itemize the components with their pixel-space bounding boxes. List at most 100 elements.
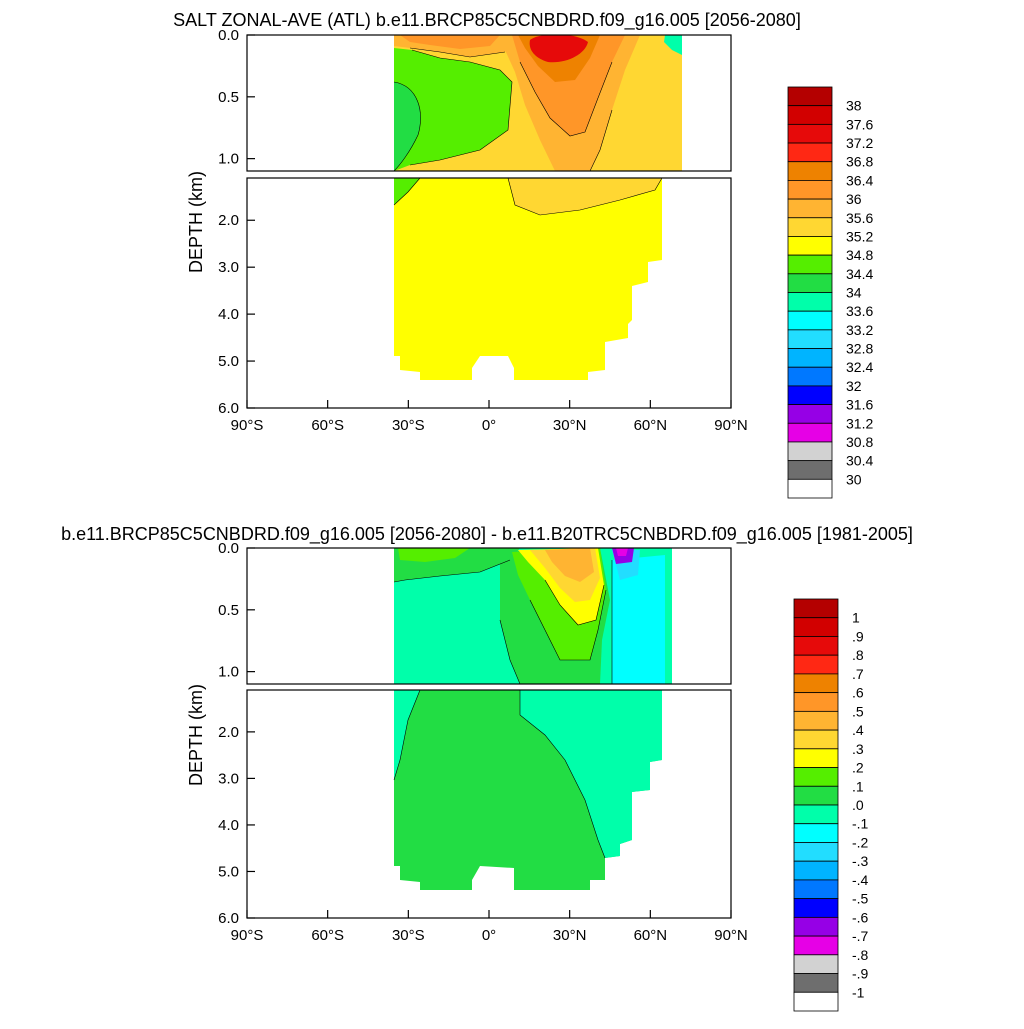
upper-section-field: [393, 548, 672, 684]
deep-contours: [393, 178, 663, 216]
colorbar-label: 31.2: [846, 415, 873, 431]
colorbar-swatch: [787, 105, 833, 125]
colorbar-label: 34.8: [846, 247, 873, 263]
colorbar-label: .5: [852, 703, 864, 719]
colorbar-swatch: [793, 636, 839, 656]
x-tick-label: 30°N: [553, 417, 587, 434]
colorbar-label: -.9: [852, 966, 869, 982]
colorbar-swatch: [787, 123, 833, 144]
colorbar-swatch: [787, 292, 833, 312]
colorbar-swatch: [793, 935, 839, 956]
plot-frame-upper: [246, 547, 732, 685]
y-tick-label: 1.0: [218, 151, 239, 168]
x-tick-label: 60°N: [634, 927, 668, 944]
colorbar-swatch: [793, 617, 839, 637]
colorbar-label: .2: [852, 760, 864, 776]
y-tick-label: 0.0: [218, 27, 239, 44]
colorbar-label: -.7: [852, 928, 869, 944]
y-tick-label: 0.0: [218, 540, 239, 557]
y-tick-label: 1.0: [218, 664, 239, 681]
y-tick-label: 6.0: [218, 910, 239, 927]
colorbar-swatch: [787, 366, 833, 387]
colorbar-swatch: [793, 767, 839, 787]
x-tick-label: 90°S: [231, 417, 264, 434]
colorbar-swatch: [787, 310, 833, 331]
y-ticks: 0.0 0.5 1.0 2.0 3.0 4.0 5.0 6.0: [218, 540, 255, 927]
x-tick-label: 60°S: [311, 417, 344, 434]
colorbar-swatch: [787, 422, 833, 443]
colorbar-label: 30.4: [846, 453, 873, 469]
panel-title: SALT ZONAL-AVE (ATL) b.e11.BRCP85C5CNBDR…: [173, 10, 801, 31]
colorbar-swatch: [793, 916, 839, 937]
colorbar-label: .9: [852, 628, 864, 644]
colorbar-label: 37.2: [846, 135, 873, 151]
colorbar-swatch: [787, 441, 833, 462]
colorbar-label: -.6: [852, 909, 869, 925]
y-tick-label: 3.0: [218, 259, 239, 276]
y-tick-label: 6.0: [218, 400, 239, 417]
colorbar-label: .7: [852, 666, 864, 682]
colorbar-swatch: [787, 180, 833, 200]
colorbar-swatch: [787, 329, 833, 349]
colorbar-swatch: [787, 273, 833, 293]
colorbar-label: -1: [852, 984, 865, 1000]
colorbar-swatch: [787, 161, 833, 181]
y-tick-label: 0.5: [218, 602, 239, 619]
colorbar-label: 30.8: [846, 434, 873, 450]
y-tick-label: 5.0: [218, 863, 239, 880]
colorbar-label: 32.8: [846, 341, 873, 357]
colorbar-swatch: [793, 710, 839, 731]
y-tick-label: 2.0: [218, 212, 239, 229]
x-ticks: 90°S 60°S 30°S 0° 30°N 60°N 90°N: [231, 400, 748, 434]
deep-water: [394, 178, 662, 380]
intermediate-water-tongue: [394, 48, 512, 171]
colorbar-swatch: [793, 748, 839, 768]
x-tick-label: 90°N: [714, 927, 748, 944]
colorbar-label: 30: [846, 471, 862, 487]
colorbar-label: 35.6: [846, 210, 873, 226]
colorbar-swatch: [793, 973, 839, 993]
deep-contours: [393, 690, 606, 859]
colorbar-swatch: [787, 460, 833, 480]
y-tick-label: 3.0: [218, 770, 239, 787]
colorbar-label: 35.2: [846, 228, 873, 244]
colorbar-swatch: [793, 842, 839, 862]
colorbar-swatch: [787, 478, 833, 499]
deep-salty-lobe: [508, 178, 662, 215]
colorbar-label: -.3: [852, 853, 869, 869]
colorbar-swatch: [793, 673, 839, 694]
colorbar-swatch: [787, 217, 833, 237]
x-tick-label: 90°S: [231, 927, 264, 944]
colorbar-label: 36: [846, 191, 862, 207]
x-tick-label: 60°S: [311, 927, 344, 944]
fresh-anomaly-3: [616, 548, 628, 556]
y-tick-label: 4.0: [218, 817, 239, 834]
subtropical-n-peak: [545, 548, 594, 582]
y-axis-label: DEPTH (km): [186, 171, 206, 273]
y-tick-label: 5.0: [218, 353, 239, 370]
colorbar-label: .8: [852, 647, 864, 663]
colorbar-swatch: [787, 385, 833, 405]
colorbar-swatch: [793, 598, 839, 619]
y-tick-label: 0.5: [218, 89, 239, 106]
colorbar-swatch: [787, 348, 833, 368]
colorbar-label: 34: [846, 285, 862, 301]
colorbar-label: 32.4: [846, 359, 873, 375]
plot-frame-upper: [246, 34, 732, 172]
colorbar-label: 36.4: [846, 172, 873, 188]
colorbar-swatch: [787, 86, 833, 107]
colorbar-label: -.1: [852, 816, 869, 832]
colorbar-swatch: [793, 879, 839, 900]
colorbar-label: -.5: [852, 891, 869, 907]
colorbar-label: 36.8: [846, 154, 873, 170]
colorbar-swatch: [793, 729, 839, 750]
colorbar-label: 1: [852, 610, 860, 626]
high-lat-fresh: [664, 35, 682, 55]
intermediate-water-core: [394, 82, 421, 171]
x-tick-label: 60°N: [634, 417, 668, 434]
colorbar: 1 .9 .8 .7 .6 .5 .4 .3 .2 .1 .0 -.1 -.2 -.3 -.4 -.5 -.6 -…: [793, 598, 869, 1012]
deep-fresh-edge: [394, 178, 420, 205]
y-axis-label: DEPTH (km): [186, 684, 206, 786]
